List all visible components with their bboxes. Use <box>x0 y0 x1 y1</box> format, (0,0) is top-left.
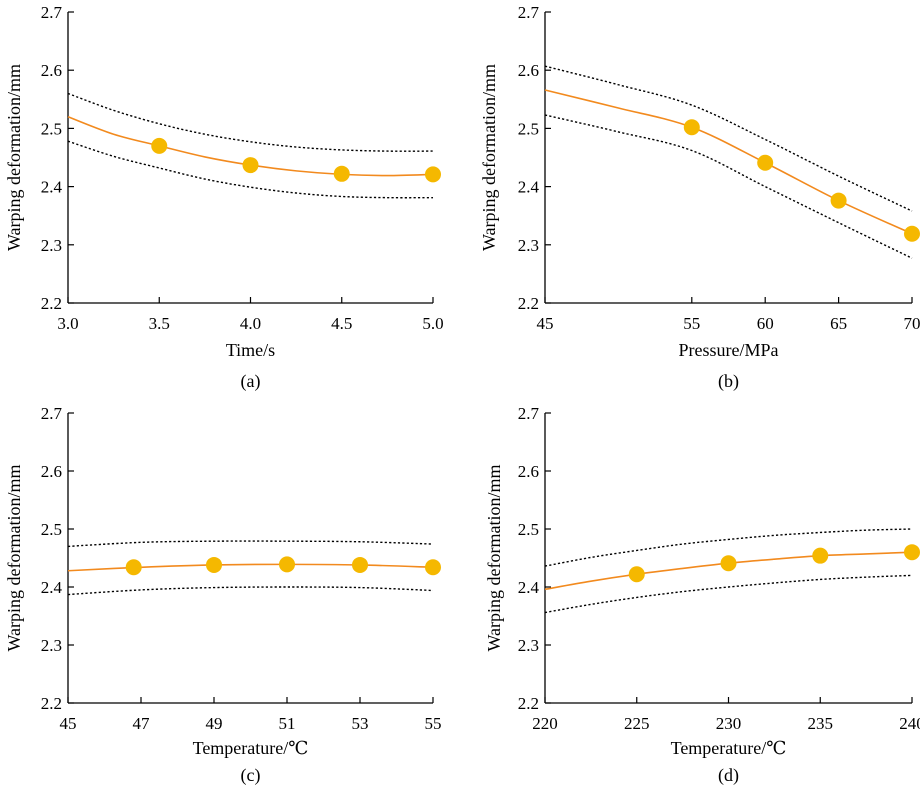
x-tick-label: 49 <box>206 714 223 733</box>
data-point <box>333 165 350 182</box>
y-tick-label: 2.7 <box>518 3 540 22</box>
data-point <box>757 154 774 171</box>
y-tick-label: 2.2 <box>41 294 62 313</box>
data-point <box>242 157 259 174</box>
y-tick-label: 2.4 <box>41 578 63 597</box>
lower-bound-line <box>67 586 434 596</box>
y-tick-label: 2.7 <box>41 3 63 22</box>
y-tick-label: 2.3 <box>41 636 62 655</box>
x-tick-label: 47 <box>133 714 151 733</box>
data-point <box>904 225 920 242</box>
x-tick-label: 70 <box>904 314 920 333</box>
panel-label: (d) <box>718 765 739 786</box>
fit-line <box>544 89 913 235</box>
x-axis-title: Temperature/℃ <box>671 738 787 758</box>
x-tick-label: 4.5 <box>331 314 352 333</box>
y-tick-label: 2.5 <box>41 119 62 138</box>
x-tick-label: 3.5 <box>149 314 170 333</box>
data-point <box>425 559 441 576</box>
x-tick-label: 45 <box>537 314 554 333</box>
data-point <box>125 559 142 576</box>
y-tick-label: 2.2 <box>518 294 539 313</box>
x-tick-label: 45 <box>60 714 77 733</box>
y-tick-label: 2.5 <box>518 119 539 138</box>
y-tick-label: 2.3 <box>41 236 62 255</box>
x-axis-title: Pressure/MPa <box>679 340 779 360</box>
data-point <box>812 547 829 564</box>
data-point <box>206 556 222 573</box>
lower-bound-line <box>544 114 913 259</box>
x-tick-label: 240 <box>899 714 920 733</box>
y-tick-label: 2.2 <box>518 694 539 713</box>
x-tick-label: 51 <box>279 714 296 733</box>
x-tick-label: 225 <box>624 714 650 733</box>
x-axis-title: Temperature/℃ <box>193 738 309 758</box>
data-point <box>683 119 700 136</box>
x-tick-label: 53 <box>352 714 369 733</box>
y-tick-label: 2.6 <box>518 61 539 80</box>
y-tick-label: 2.6 <box>41 61 62 80</box>
panel-label: (b) <box>718 371 739 392</box>
data-point <box>628 566 645 583</box>
y-tick-label: 2.6 <box>518 462 539 481</box>
upper-bound-line <box>544 528 913 567</box>
x-tick-label: 235 <box>808 714 834 733</box>
x-tick-label: 5.0 <box>422 314 443 333</box>
y-axis-title: Warping deformation/mm <box>479 64 499 251</box>
y-tick-label: 2.5 <box>41 520 62 539</box>
x-tick-label: 55 <box>425 714 442 733</box>
x-tick-label: 220 <box>532 714 558 733</box>
chart-panel-2: 2.2 2.3 2.4 2.5 2.6 2.7 45 55 60 65 70 Pressure/MPa… <box>479 3 920 392</box>
y-tick-label: 2.7 <box>41 404 63 423</box>
x-tick-label: 65 <box>830 314 847 333</box>
x-tick-label: 4.0 <box>240 314 261 333</box>
data-point <box>425 166 441 183</box>
data-point <box>279 556 295 573</box>
y-tick-label: 2.3 <box>518 636 539 655</box>
upper-bound-line <box>67 92 434 152</box>
fit-line <box>67 563 434 572</box>
y-tick-label: 2.5 <box>518 520 539 539</box>
lower-bound-line <box>67 140 434 199</box>
panel-label: (c) <box>241 765 261 786</box>
panel-label: (a) <box>241 371 261 392</box>
data-point <box>904 544 920 561</box>
data-point <box>830 192 847 209</box>
x-tick-label: 230 <box>716 714 742 733</box>
upper-bound-line <box>544 65 913 212</box>
data-point <box>352 556 368 573</box>
chart-panel-4: 2.2 2.3 2.4 2.5 2.6 2.7 220 225 230 235 240 Tempera… <box>484 404 920 786</box>
y-tick-label: 2.6 <box>41 462 62 481</box>
chart-panel-1: 2.2 2.3 2.4 2.5 2.6 2.7 3.0 3.5 4.0 4.5 5.0 Time/s W… <box>4 3 444 392</box>
y-axis-title: Warping deformation/mm <box>4 464 24 651</box>
data-point <box>151 137 168 154</box>
y-tick-label: 2.4 <box>518 578 540 597</box>
x-tick-label: 3.0 <box>57 314 78 333</box>
y-tick-label: 2.2 <box>41 694 62 713</box>
y-tick-label: 2.3 <box>518 236 539 255</box>
lower-bound-line <box>544 574 913 614</box>
upper-bound-line <box>67 540 434 548</box>
x-tick-label: 60 <box>757 314 774 333</box>
y-axis-title: Warping deformation/mm <box>4 64 24 251</box>
y-tick-label: 2.7 <box>518 404 540 423</box>
data-point <box>720 555 737 572</box>
x-axis-title: Time/s <box>226 340 275 360</box>
y-axis-title: Warping deformation/mm <box>484 464 504 651</box>
y-tick-label: 2.4 <box>518 178 540 197</box>
y-tick-label: 2.4 <box>41 178 63 197</box>
chart-panel-3: 2.2 2.3 2.4 2.5 2.6 2.7 45 47 49 51 53 55 Temperatur… <box>4 404 442 786</box>
x-tick-label: 55 <box>683 314 700 333</box>
